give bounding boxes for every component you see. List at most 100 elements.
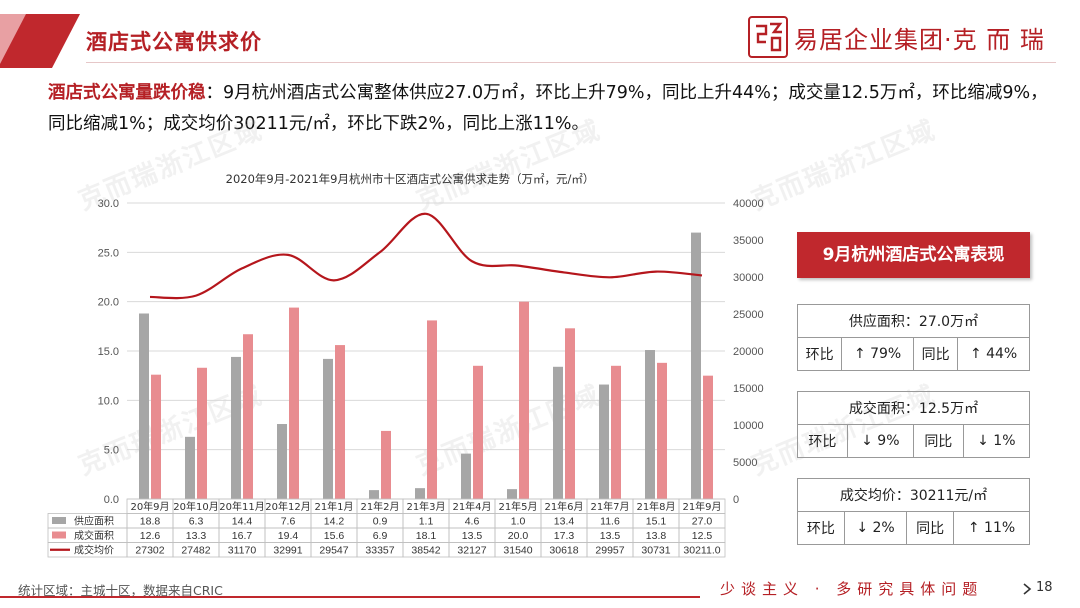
bar-supply: [507, 489, 517, 499]
page-title: 酒店式公寓供求价: [86, 30, 262, 54]
panel-banner: 9月杭州酒店式公寓表现: [797, 232, 1030, 278]
data-label: 4.6: [465, 516, 480, 528]
y-tick-label-left: 30.0: [98, 198, 119, 210]
data-label: 15.1: [646, 516, 667, 528]
y-tick-label-left: 0.0: [104, 494, 119, 506]
data-label: 1.0: [511, 516, 526, 528]
y-tick-label-right: 35000: [733, 235, 764, 247]
table-cell: [678, 542, 726, 558]
card-price-head: 成交均价：30211元/㎡: [797, 478, 1030, 512]
card-deal-yoy-label: 同比: [912, 424, 964, 458]
data-label: 7.6: [281, 516, 296, 528]
y-tick-label-right: 20000: [733, 346, 764, 358]
bar-deal: [197, 367, 207, 499]
bar-supply: [461, 453, 471, 499]
data-label: 13.8: [646, 530, 667, 542]
bar-deal: [703, 375, 713, 499]
y-tick-label-right: 5000: [733, 457, 757, 469]
x-tick-label: 21年1月: [314, 500, 353, 513]
data-label: 14.4: [232, 516, 253, 528]
data-label: 30731: [641, 545, 670, 557]
bar-supply: [415, 488, 425, 499]
y-tick-label-left: 10.0: [98, 395, 119, 407]
x-tick-label: 20年12月: [265, 500, 310, 513]
bar-supply: [553, 366, 563, 499]
data-label: 16.7: [232, 530, 253, 542]
bar-deal: [611, 365, 621, 499]
card-supply-yoy: ↑ 44%: [957, 337, 1030, 371]
bar-deal: [381, 430, 391, 499]
card-deal-yoy: ↓ 1%: [962, 424, 1031, 458]
summary-highlight: 酒店式公寓量跌价稳: [48, 83, 206, 103]
x-tick-label: 21年7月: [590, 500, 629, 513]
brand-logo: [748, 16, 788, 58]
data-label: 15.6: [324, 530, 345, 542]
bar-supply: [185, 436, 195, 499]
data-label: 0.9: [373, 516, 388, 528]
data-label: 30618: [549, 545, 578, 557]
x-tick-label: 21年3月: [406, 500, 445, 513]
data-label: 31540: [503, 545, 532, 557]
data-label: 18.8: [140, 516, 161, 528]
footer-rule: [0, 596, 700, 598]
data-label: 20.0: [508, 530, 529, 542]
x-tick-label: 21年6月: [544, 500, 583, 513]
card-deal-head: 成交面积：12.5万㎡: [797, 391, 1030, 425]
card-price-mom-label: 环比: [797, 511, 845, 545]
x-tick-label: 21年8月: [636, 500, 675, 513]
data-label: 32127: [457, 545, 486, 557]
legend-label: 供应面积: [74, 515, 114, 528]
bar-deal: [473, 365, 483, 499]
card-supply-mom-label: 环比: [796, 337, 843, 371]
data-label: 29547: [319, 545, 348, 557]
data-label: 14.2: [324, 516, 345, 528]
bar-deal: [151, 374, 161, 499]
x-tick-label: 20年10月: [173, 500, 218, 513]
data-label: 12.5: [692, 530, 713, 542]
data-label: 32991: [273, 545, 302, 557]
price-line: [149, 212, 703, 300]
bar-supply: [645, 350, 655, 499]
x-tick-label: 20年9月: [130, 500, 169, 513]
bar-supply: [369, 490, 379, 499]
y-tick-label-left: 20.0: [98, 297, 119, 309]
bar-deal: [335, 345, 345, 499]
data-label: 13.5: [462, 530, 483, 542]
bar-deal: [243, 334, 253, 499]
data-label: 13.4: [554, 516, 575, 528]
data-label: 27302: [135, 545, 164, 557]
x-tick-label: 21年4月: [452, 500, 491, 513]
card-deal-mom-label: 环比: [797, 424, 848, 458]
data-label: 12.6: [140, 530, 161, 542]
legend-label: 成交面积: [74, 529, 114, 542]
y-tick-label-right: 30000: [733, 272, 764, 284]
y-tick-label-right: 0: [733, 494, 739, 506]
card-supply-yoy-label: 同比: [912, 337, 959, 371]
x-tick-label: 21年2月: [360, 500, 399, 513]
data-label: 18.1: [416, 530, 437, 542]
y-tick-label-right: 15000: [733, 383, 764, 395]
x-tick-label: 20年11月: [219, 500, 264, 513]
bar-deal: [519, 301, 529, 499]
card-supply-head: 供应面积：27.0万㎡: [797, 304, 1030, 338]
bar-deal: [427, 320, 437, 499]
card-price-yoy-label: 同比: [906, 511, 955, 545]
card-deal-mom: ↓ 9%: [846, 424, 914, 458]
supply-demand-chart: 0.0 5.0 10.0 15.0 20.0 25.0 30.0 0 5000 10000 1500…: [47, 198, 764, 558]
summary-text: ：9月杭州酒店式公寓整体供应27.0万㎡，环比上升79%，同比上升44%；成交量…: [48, 83, 1048, 134]
x-tick-label: 21年5月: [498, 500, 537, 513]
legend-swatch-supply: [52, 517, 66, 524]
bar-supply: [139, 313, 149, 499]
data-label: 27482: [181, 545, 210, 557]
slogan: 少谈主义 · 多研究具体问题: [720, 580, 984, 598]
y-tick-label-left: 25.0: [98, 247, 119, 259]
source-note: 统计区域：主城十区，数据来自CRIC: [18, 583, 223, 598]
bar-supply: [231, 356, 241, 499]
data-label: 11.6: [600, 516, 620, 528]
bar-supply: [323, 358, 333, 499]
data-label: 31170: [228, 545, 257, 557]
data-label: 27.0: [692, 516, 713, 528]
bar-deal: [565, 328, 575, 499]
x-tick-label: 21年9月: [682, 500, 721, 513]
y-tick-label-left: 5.0: [104, 445, 119, 457]
